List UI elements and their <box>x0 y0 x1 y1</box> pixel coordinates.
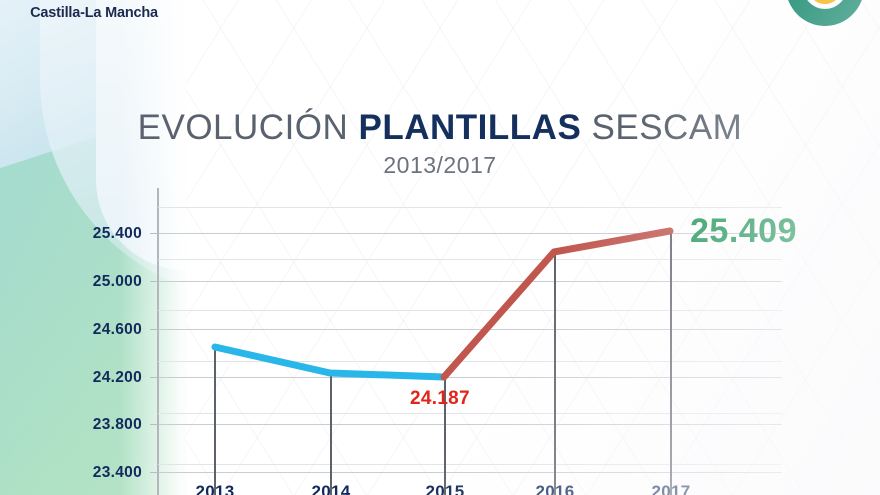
x-axis-label-2013: 2013 <box>195 482 235 495</box>
data-label-2017: 25.409 <box>690 212 797 250</box>
x-axis-label-2016: 2016 <box>535 482 575 495</box>
x-axis-label-2015: 2015 <box>425 482 465 495</box>
x-axis-label-2014: 2014 <box>311 482 351 495</box>
x-axis-label-2017: 2017 <box>651 482 691 495</box>
series-blue-line <box>211 343 448 381</box>
data-label-2015: 24.187 <box>410 388 470 409</box>
series-red-line <box>440 227 674 381</box>
